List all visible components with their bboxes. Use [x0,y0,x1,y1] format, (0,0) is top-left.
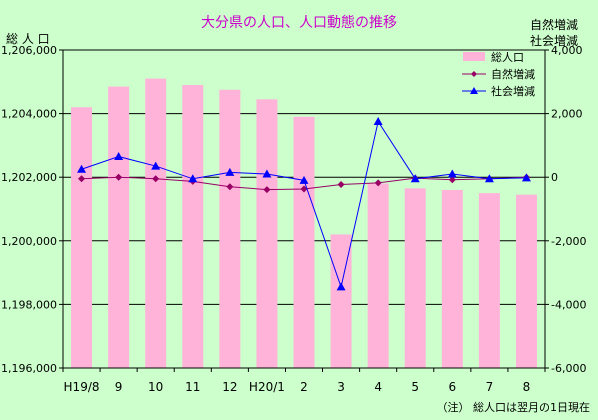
x-tick-label: 8 [523,380,531,394]
right-axis-label-line1: 自然増減 [530,17,578,32]
bar [145,78,167,369]
left-axis-label: 総 人 口 [6,32,50,46]
right-tick-label: -4,000 [551,298,586,311]
legend-label-social: 社会増減 [491,84,535,98]
left-tick-label: 1,198,000 [1,298,57,311]
bar [108,86,130,368]
natural-change-point [152,175,160,183]
legend-label-natural: 自然増減 [491,67,535,81]
right-tick-label: 4,000 [551,44,583,57]
x-tick-labels: H19/8 9 10 11 12 H20/1 2 3 4 5 6 7 8 [62,368,546,394]
social-change-point [114,152,124,161]
bar [71,107,93,369]
legend-marker-social [470,87,478,94]
x-tick-label: 5 [411,380,419,394]
social-change-point [484,174,494,183]
plot-frame [62,50,546,369]
social-change-point [188,174,198,183]
natural-change-point [448,176,456,184]
natural-change-point [263,186,271,194]
social-change-point [225,167,235,176]
x-tick-label: 7 [486,380,494,394]
x-tick-label: 2 [300,380,308,394]
bar [182,84,204,368]
bar [219,89,241,368]
social-change-point [447,169,457,178]
right-tick-label: 2,000 [551,108,583,121]
x-tick-label: 12 [222,380,237,394]
left-tick-label: 1,204,000 [1,108,57,121]
footnote: （注） 総人口は翌月の1日現在 [437,400,591,414]
left-tick-label: 1,200,000 [1,235,57,248]
x-tick-label: 3 [337,380,345,394]
natural-change-point [337,181,345,189]
bar [441,189,463,368]
social-change-point [262,169,272,178]
social-change-point [410,174,420,183]
social-change-point [336,282,346,291]
right-tick-label: -6,000 [551,362,586,375]
line-series [77,117,531,291]
x-tick-label: 6 [448,380,456,394]
natural-change-point [78,175,86,183]
natural-change-point [374,179,382,187]
right-tick-labels: -6,000 -4,000 -2,000 0 2,000 4,000 [545,44,586,375]
bar [478,193,500,368]
left-tick-label: 1,202,000 [1,171,57,184]
x-tick-label: 4 [374,380,382,394]
social-change-point [299,175,309,184]
bar [515,194,537,368]
x-tick-label: 11 [185,380,200,394]
natural-change-point [300,185,308,193]
social-change-point [373,117,383,126]
bar [256,99,278,368]
left-tick-labels: 1,196,000 1,198,000 1,200,000 1,202,000 1,20… [1,44,63,375]
legend-marker-natural [471,71,477,77]
bar [293,116,315,368]
natural-change-point [226,183,234,191]
bar [404,188,426,368]
social-change-point [77,164,87,173]
right-tick-label: -2,000 [551,235,586,248]
x-tick-label: H19/8 [64,380,100,394]
x-tick-label: H20/1 [249,380,285,394]
social-change-point [521,173,531,182]
legend-swatch-population [463,52,485,61]
right-tick-label: 0 [551,171,558,184]
x-tick-label: 10 [148,380,163,394]
bar [330,234,352,368]
chart-title: 大分県の人口、人口動態の推移 [201,15,397,31]
natural-change-point [115,173,123,181]
legend: 総人口 自然増減 社会増減 [462,50,535,98]
right-axis-label-line2: 社会増減 [530,33,578,48]
left-tick-label: 1,206,000 [1,44,57,57]
left-tick-label: 1,196,000 [1,362,57,375]
social-change-point [151,161,161,170]
legend-label-population: 総人口 [491,50,524,64]
x-tick-label: 9 [115,380,123,394]
bar [367,183,389,368]
